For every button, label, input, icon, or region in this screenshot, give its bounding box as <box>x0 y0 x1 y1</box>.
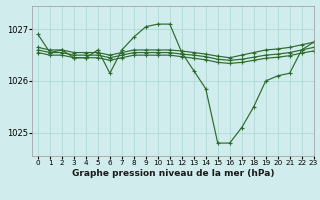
X-axis label: Graphe pression niveau de la mer (hPa): Graphe pression niveau de la mer (hPa) <box>72 169 274 178</box>
